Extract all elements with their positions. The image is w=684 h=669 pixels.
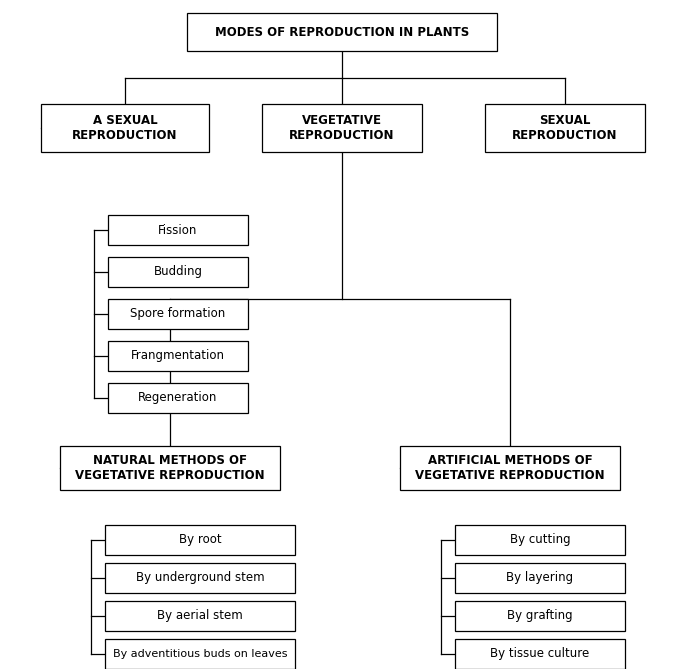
Text: ARTIFICIAL METHODS OF
VEGETATIVE REPRODUCTION: ARTIFICIAL METHODS OF VEGETATIVE REPRODU… [415, 454, 605, 482]
FancyBboxPatch shape [400, 446, 620, 490]
Text: By tissue culture: By tissue culture [490, 648, 590, 660]
FancyBboxPatch shape [41, 104, 209, 152]
FancyBboxPatch shape [105, 563, 295, 593]
Text: By adventitious buds on leaves: By adventitious buds on leaves [113, 649, 287, 659]
Text: A SEXUAL
REPRODUCTION: A SEXUAL REPRODUCTION [73, 114, 178, 142]
FancyBboxPatch shape [108, 383, 248, 413]
FancyBboxPatch shape [60, 446, 280, 490]
FancyBboxPatch shape [108, 299, 248, 329]
Text: VEGETATIVE
REPRODUCTION: VEGETATIVE REPRODUCTION [289, 114, 395, 142]
Text: Regeneration: Regeneration [138, 391, 218, 405]
FancyBboxPatch shape [105, 601, 295, 631]
Text: By aerial stem: By aerial stem [157, 609, 243, 622]
Text: By cutting: By cutting [510, 533, 570, 547]
Text: Frangmentation: Frangmentation [131, 349, 225, 363]
Text: By underground stem: By underground stem [135, 571, 264, 585]
FancyBboxPatch shape [455, 563, 625, 593]
Text: By grafting: By grafting [508, 609, 573, 622]
FancyBboxPatch shape [262, 104, 422, 152]
FancyBboxPatch shape [455, 639, 625, 669]
FancyBboxPatch shape [187, 13, 497, 51]
FancyBboxPatch shape [455, 601, 625, 631]
Text: By root: By root [179, 533, 222, 547]
FancyBboxPatch shape [485, 104, 645, 152]
FancyBboxPatch shape [108, 257, 248, 287]
FancyBboxPatch shape [105, 525, 295, 555]
FancyBboxPatch shape [455, 525, 625, 555]
FancyBboxPatch shape [105, 639, 295, 669]
Text: Spore formation: Spore formation [131, 308, 226, 320]
FancyBboxPatch shape [108, 215, 248, 245]
Text: Fission: Fission [158, 223, 198, 237]
Text: Budding: Budding [153, 266, 202, 278]
Text: NATURAL METHODS OF
VEGETATIVE REPRODUCTION: NATURAL METHODS OF VEGETATIVE REPRODUCTI… [75, 454, 265, 482]
FancyBboxPatch shape [108, 341, 248, 371]
Text: MODES OF REPRODUCTION IN PLANTS: MODES OF REPRODUCTION IN PLANTS [215, 25, 469, 39]
Text: SEXUAL
REPRODUCTION: SEXUAL REPRODUCTION [512, 114, 618, 142]
Text: By layering: By layering [506, 571, 574, 585]
